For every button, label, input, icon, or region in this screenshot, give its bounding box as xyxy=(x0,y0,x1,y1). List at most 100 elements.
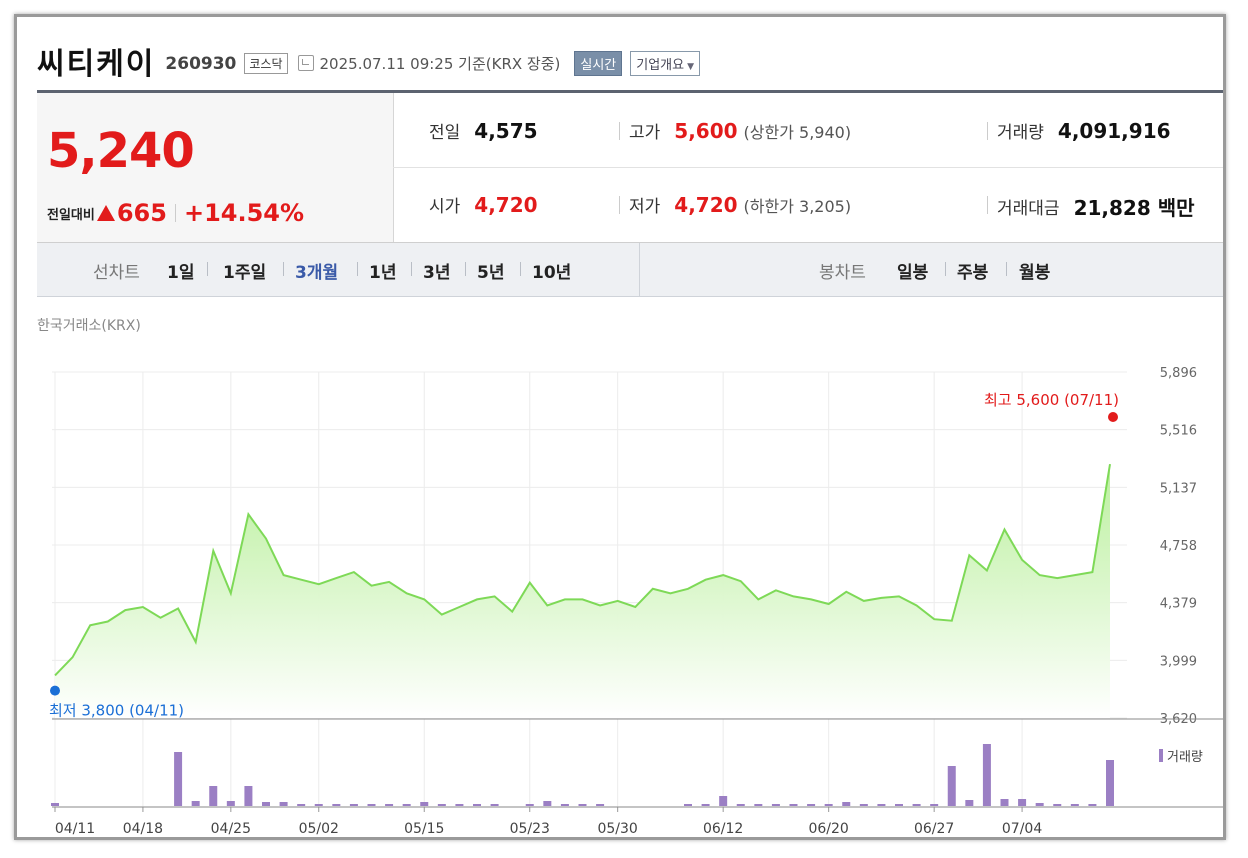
volume-bar xyxy=(244,786,253,806)
price-area xyxy=(55,464,1110,718)
realtime-button[interactable]: 실시간 xyxy=(574,50,623,76)
y-tick-label: 4,379 xyxy=(1160,597,1197,612)
volume-bar xyxy=(490,804,499,806)
stat-high: 고가 5,600 (상한가 5,940) xyxy=(619,118,852,143)
separator xyxy=(357,262,358,276)
x-tick-label: 06/20 xyxy=(808,821,848,837)
tab-1d[interactable]: 1일 xyxy=(167,263,195,283)
tab-daily[interactable]: 일봉 xyxy=(897,263,929,283)
x-tick-label: 05/02 xyxy=(299,821,339,837)
volume-bar xyxy=(947,766,956,806)
x-tick-label: 04/25 xyxy=(211,821,251,837)
volume-bar xyxy=(314,804,323,806)
tab-3m[interactable]: 3개월 xyxy=(295,263,339,283)
separator xyxy=(283,262,284,276)
separator xyxy=(207,262,208,276)
stat-value: 4,091,916 xyxy=(1057,118,1171,143)
volume-bar xyxy=(789,804,798,806)
separator xyxy=(411,262,412,276)
stat-label: 고가 xyxy=(629,123,661,143)
stat-low: 저가 4,720 (하한가 3,205) xyxy=(619,192,852,217)
separator xyxy=(465,262,466,276)
company-info-button[interactable]: 기업개요 ▼ xyxy=(630,50,701,76)
volume-bar xyxy=(754,804,763,806)
stat-value: 4,720 xyxy=(674,192,738,217)
separator xyxy=(987,196,988,214)
volume-bar xyxy=(51,803,59,806)
stat-label: 시가 xyxy=(429,197,461,217)
tab-1y[interactable]: 1년 xyxy=(369,263,397,283)
stat-label: 전일 xyxy=(429,123,461,143)
price-change: 전일대비 665 +14.54% xyxy=(47,199,304,227)
change-percent: +14.54% xyxy=(183,199,305,227)
line-chart-label: 선차트 xyxy=(93,263,140,283)
volume-bar xyxy=(824,804,833,806)
tab-1w[interactable]: 1주일 xyxy=(223,263,267,283)
tab-weekly[interactable]: 주봉 xyxy=(957,263,989,283)
volume-bar xyxy=(385,804,394,806)
volume-bar xyxy=(209,786,218,806)
volume-bar xyxy=(912,804,921,806)
company-info-label: 기업개요 xyxy=(636,57,685,73)
exchange-label: 한국거래소(KRX) xyxy=(37,318,141,334)
stock-widget: 씨티케이 260930 코스닥 2025.07.11 09:25 기준(KRX … xyxy=(14,14,1226,840)
separator xyxy=(945,262,946,276)
up-arrow-icon xyxy=(96,205,115,221)
separator xyxy=(619,122,620,140)
x-tick-label: 07/04 xyxy=(1002,821,1042,837)
volume-bar xyxy=(1106,760,1114,806)
tab-5y[interactable]: 5년 xyxy=(477,263,505,283)
stock-code: 260930 xyxy=(165,54,237,74)
upper-limit: (상한가 5,940) xyxy=(743,122,852,142)
volume-bar xyxy=(455,804,464,806)
tab-monthly[interactable]: 월봉 xyxy=(1019,263,1051,283)
volume-bar xyxy=(1000,799,1009,806)
company-name[interactable]: 씨티케이 xyxy=(37,47,156,82)
price-box: 5,240 전일대비 665 +14.54% xyxy=(37,93,394,243)
title-bar: 씨티케이 260930 코스닥 2025.07.11 09:25 기준(KRX … xyxy=(37,39,701,83)
volume-bar xyxy=(807,804,816,806)
stat-value: 4,720 xyxy=(474,192,538,217)
volume-bar xyxy=(332,804,341,806)
volume-bar xyxy=(684,804,692,806)
volume-bar xyxy=(1088,804,1097,806)
period-bar: 선차트 1일 1주일 3개월 1년 3년 5년 10년 봉차트 일봉 주봉 월봉 xyxy=(37,243,1223,297)
volume-bar xyxy=(930,804,939,806)
price-stats: 전일 4,575 고가 5,600 (상한가 5,940) 거래량 4,091,… xyxy=(393,93,1223,243)
price-chart[interactable]: 5,8965,5165,1374,7584,3793,9993,62004/11… xyxy=(37,347,1226,837)
stat-value: 21,828 백만 xyxy=(1073,196,1195,220)
y-tick-label: 4,758 xyxy=(1160,539,1197,554)
volume-bar xyxy=(297,804,306,806)
candle-chart-label: 봉차트 xyxy=(819,263,866,283)
volume-bar xyxy=(1035,803,1044,806)
tab-3y[interactable]: 3년 xyxy=(423,263,451,283)
current-price: 5,240 xyxy=(47,123,195,179)
volume-bar xyxy=(877,804,886,806)
y-tick-label: 5,516 xyxy=(1160,424,1197,439)
low-marker xyxy=(50,685,60,696)
stat-prev-close: 전일 4,575 xyxy=(429,118,538,144)
volume-bar xyxy=(560,804,569,806)
volume-bar xyxy=(965,800,974,806)
separator xyxy=(987,122,988,140)
x-tick-label: 05/15 xyxy=(404,821,444,837)
volume-bar xyxy=(191,801,200,806)
divider xyxy=(37,242,1223,243)
stat-label: 거래량 xyxy=(997,123,1044,143)
change-label: 전일대비 xyxy=(47,207,95,223)
separator xyxy=(174,204,176,222)
volume-bar xyxy=(596,804,605,806)
volume-bar xyxy=(736,804,745,806)
x-tick-label: 05/23 xyxy=(510,821,550,837)
volume-bar xyxy=(1053,804,1062,806)
dropdown-arrow-icon: ▼ xyxy=(687,61,695,72)
volume-bar xyxy=(437,804,446,806)
divider xyxy=(37,90,1223,93)
divider xyxy=(639,243,640,296)
tab-10y[interactable]: 10년 xyxy=(532,263,572,283)
volume-bar xyxy=(402,804,411,806)
high-annotation: 최고 5,600 (07/11) xyxy=(984,391,1119,409)
y-tick-label: 3,999 xyxy=(1160,654,1197,669)
lower-limit: (하한가 3,205) xyxy=(743,196,852,216)
volume-legend-swatch xyxy=(1159,749,1163,762)
